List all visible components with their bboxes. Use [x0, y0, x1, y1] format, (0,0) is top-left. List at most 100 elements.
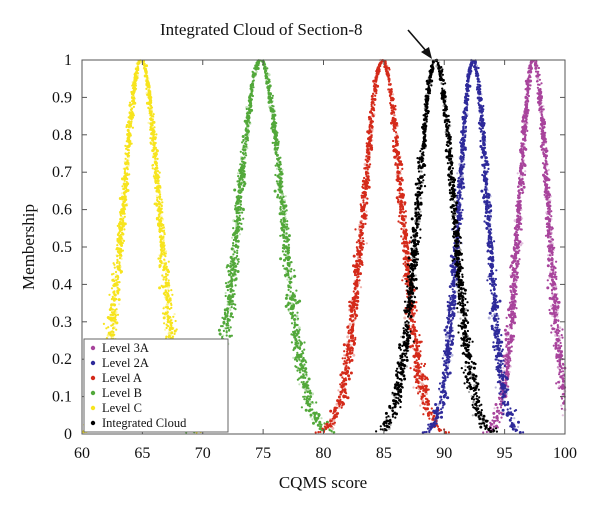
cloud-point: [173, 329, 177, 333]
cloud-point: [222, 329, 225, 332]
cloud-point: [413, 369, 416, 372]
cloud-point: [292, 330, 295, 333]
cloud-point: [271, 108, 275, 111]
cloud-point: [385, 69, 388, 72]
cloud-point: [271, 94, 274, 97]
cloud-point: [148, 109, 151, 112]
cloud-point: [402, 194, 405, 197]
cloud-point: [161, 238, 164, 241]
cloud-point: [285, 267, 289, 271]
cloud-point: [298, 383, 301, 386]
cloud-point: [363, 216, 367, 220]
cloud-point: [160, 198, 163, 201]
cloud-point: [153, 126, 156, 129]
cloud-point: [166, 318, 169, 321]
cloud-point: [240, 183, 243, 186]
cloud-point: [354, 283, 357, 286]
cloud-point: [287, 243, 290, 246]
cloud-point: [161, 285, 165, 289]
cloud-point: [146, 85, 149, 88]
cloud-point: [293, 346, 297, 350]
cloud-point: [113, 290, 116, 293]
cloud-point: [274, 137, 277, 141]
cloud-point: [333, 421, 336, 424]
cloud-point: [126, 148, 129, 151]
cloud-point: [112, 262, 115, 265]
cloud-point: [149, 104, 152, 107]
cloud-point: [255, 66, 258, 70]
cloud-point: [395, 178, 398, 181]
cloud-point: [298, 371, 302, 374]
cloud-point: [167, 270, 170, 274]
cloud-point: [395, 124, 399, 128]
cloud-point: [344, 360, 347, 363]
cloud-level-a: [314, 58, 450, 434]
cloud-point: [231, 294, 235, 298]
cloud-point: [236, 227, 239, 230]
cloud-point: [411, 347, 415, 350]
cloud-point: [370, 112, 373, 115]
cloud-point: [404, 244, 407, 248]
cloud-point: [518, 249, 521, 252]
cloud-point: [368, 136, 371, 139]
cloud-point: [515, 281, 518, 284]
cloud-point: [239, 196, 243, 199]
cloud-point: [353, 264, 357, 267]
cloud-point: [283, 201, 286, 204]
cloud-point: [405, 250, 408, 253]
cloud-point: [283, 234, 286, 238]
cloud-point: [273, 189, 277, 193]
cloud-point: [280, 170, 283, 173]
cloud-point: [357, 292, 360, 295]
cloud-point: [116, 274, 119, 277]
cloud-point: [267, 92, 270, 95]
cloud-point: [119, 228, 122, 231]
cloud-point: [400, 178, 404, 182]
cloud-point: [376, 72, 379, 76]
cloud-point: [298, 369, 301, 372]
cloud-point: [301, 375, 305, 379]
cloud-point: [384, 63, 387, 66]
cloud-point: [287, 288, 290, 291]
cloud-point: [292, 303, 295, 306]
cloud-point: [415, 386, 418, 389]
cloud-point: [156, 187, 159, 190]
cloud-point: [359, 272, 362, 276]
cloud-point: [284, 212, 287, 215]
cloud-point: [166, 273, 169, 276]
cloud-point: [349, 336, 353, 340]
cloud-point: [398, 192, 401, 195]
cloud-point: [403, 215, 406, 218]
cloud-point: [288, 276, 291, 279]
cloud-point: [320, 417, 323, 420]
cloud-point: [356, 256, 359, 259]
cloud-point: [284, 250, 287, 253]
cloud-point: [155, 165, 159, 168]
cloud-point: [228, 300, 231, 304]
cloud-point: [396, 136, 399, 139]
cloud-point: [119, 233, 123, 236]
cloud-point: [398, 211, 402, 214]
cloud-point: [234, 308, 237, 311]
cloud-point: [326, 424, 330, 427]
cloud-point: [264, 69, 267, 73]
cloud-point: [245, 154, 248, 157]
cloud-point: [153, 161, 157, 164]
cloud-point: [365, 242, 368, 245]
cloud-point: [391, 119, 394, 122]
cloud-point: [161, 201, 164, 204]
cloud-point: [403, 227, 406, 230]
cloud-point: [234, 229, 238, 233]
cloud-point: [350, 358, 354, 362]
cloud-point: [296, 323, 299, 327]
cloud-point: [268, 86, 271, 89]
cloud-point: [231, 247, 235, 251]
cloud-point: [158, 171, 161, 174]
cloud-point: [111, 330, 114, 333]
cloud-point: [290, 333, 293, 336]
cloud-point: [295, 366, 298, 369]
cloud-point: [293, 314, 297, 317]
cloud-point: [230, 282, 233, 285]
cloud-point: [166, 324, 169, 327]
cloud-point: [156, 209, 159, 212]
